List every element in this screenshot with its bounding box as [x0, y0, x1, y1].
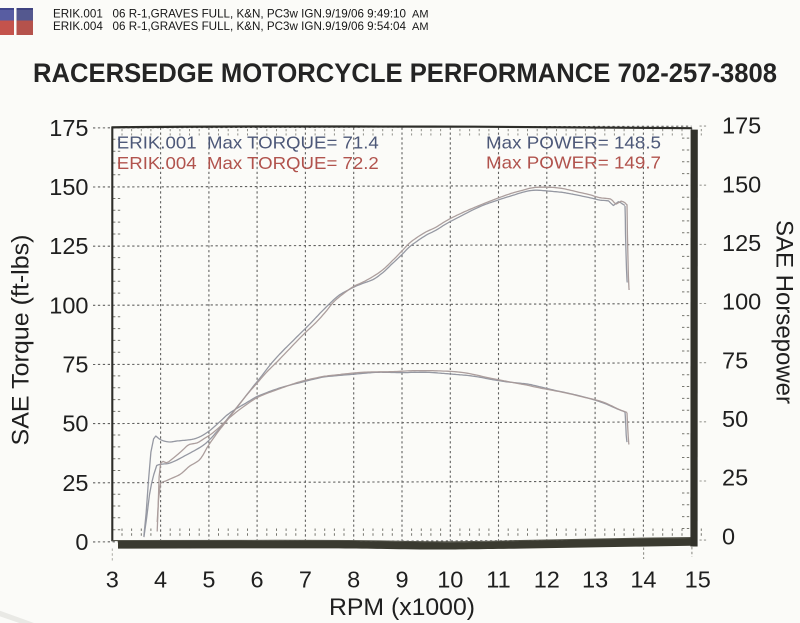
svg-text:6: 6 — [251, 567, 264, 593]
svg-text:10: 10 — [437, 567, 463, 593]
svg-text:7: 7 — [299, 567, 312, 593]
svg-text:11: 11 — [486, 567, 510, 593]
svg-text:14: 14 — [630, 567, 656, 593]
svg-text:13: 13 — [582, 567, 608, 593]
svg-text:ERIK.004 06 R-1,GRAVES FULL,: ERIK.004 06 R-1,GRAVES FULL, K&N, PC3w I… — [53, 19, 406, 33]
svg-text:ERIK.001 Max TORQUE= 71.4: ERIK.001 Max TORQUE= 71.4 — [117, 133, 379, 153]
svg-text:ERIK.004 Max TORQUE= 72.2: ERIK.004 Max TORQUE= 72.2 — [117, 153, 379, 173]
svg-text:75: 75 — [722, 347, 748, 373]
svg-text:AM: AM — [412, 21, 429, 33]
svg-text:0: 0 — [722, 523, 735, 549]
svg-text:175: 175 — [722, 113, 761, 139]
svg-text:150: 150 — [49, 174, 88, 200]
svg-text:9: 9 — [395, 567, 408, 593]
svg-text:175: 175 — [49, 115, 88, 141]
svg-text:100: 100 — [722, 289, 761, 315]
svg-text:125: 125 — [49, 233, 88, 259]
svg-text:50: 50 — [722, 406, 748, 432]
svg-text:3: 3 — [106, 567, 119, 593]
svg-text:50: 50 — [62, 411, 88, 437]
svg-text:5: 5 — [202, 567, 215, 593]
svg-text:4: 4 — [154, 567, 167, 593]
svg-text:100: 100 — [49, 292, 88, 318]
svg-text:150: 150 — [722, 171, 761, 197]
svg-text:AM: AM — [412, 9, 429, 21]
svg-text:25: 25 — [62, 470, 88, 496]
svg-text:SAE Torque (ft-lbs): SAE Torque (ft-lbs) — [8, 235, 35, 446]
svg-text:RACERSEDGE MOTORCYCLE PERFORMA: RACERSEDGE MOTORCYCLE PERFORMANCE 702-25… — [33, 58, 777, 88]
svg-text:75: 75 — [62, 352, 88, 378]
svg-text:0: 0 — [75, 529, 88, 555]
svg-text:Max POWER= 148.5: Max POWER= 148.5 — [486, 132, 661, 152]
svg-text:15: 15 — [685, 567, 711, 593]
svg-text:8: 8 — [347, 567, 360, 593]
svg-text:125: 125 — [722, 230, 761, 256]
svg-text:ERIK.001 06 R-1,GRAVES FULL,: ERIK.001 06 R-1,GRAVES FULL, K&N, PC3w I… — [53, 7, 406, 21]
svg-text:RPM (x1000): RPM (x1000) — [329, 594, 475, 621]
svg-text:SAE Horsepower: SAE Horsepower — [771, 220, 798, 404]
svg-text:25: 25 — [722, 465, 748, 491]
svg-text:12: 12 — [534, 567, 560, 593]
svg-text:Max POWER= 149.7: Max POWER= 149.7 — [486, 153, 661, 173]
